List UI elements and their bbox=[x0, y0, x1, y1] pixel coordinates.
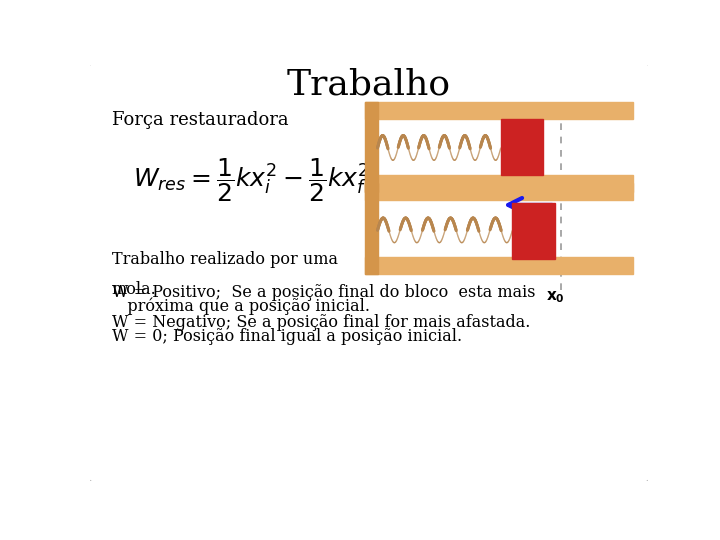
Text: Trabalho: Trabalho bbox=[287, 68, 451, 102]
Bar bbox=[365, 257, 632, 274]
Bar bbox=[500, 119, 544, 175]
Bar bbox=[365, 183, 377, 274]
Text: W = Negativo; Se a posição final for mais afastada.: W = Negativo; Se a posição final for mai… bbox=[112, 314, 530, 331]
Text: $W_{res} = \dfrac{1}{2}kx_i^2 - \dfrac{1}{2}kx_f^2$: $W_{res} = \dfrac{1}{2}kx_i^2 - \dfrac{1… bbox=[132, 157, 369, 204]
Bar bbox=[365, 102, 377, 192]
Text: W = 0; Posição final igual a posição inicial.: W = 0; Posição final igual a posição ini… bbox=[112, 328, 462, 345]
Text: próxima que a posição inicial.: próxima que a posição inicial. bbox=[112, 298, 369, 315]
Bar bbox=[513, 202, 555, 259]
Text: $\mathbf{x_0}$: $\mathbf{x_0}$ bbox=[546, 289, 564, 305]
Bar bbox=[365, 175, 632, 192]
Bar bbox=[365, 102, 632, 119]
Text: Força restauradora: Força restauradora bbox=[112, 111, 288, 129]
Text: Trabalho realizado por uma
mola.: Trabalho realizado por uma mola. bbox=[112, 251, 338, 298]
Text: W = Positivo;  Se a posição final do bloco  esta mais: W = Positivo; Se a posição final do bloc… bbox=[112, 284, 535, 301]
Bar bbox=[365, 183, 632, 200]
FancyBboxPatch shape bbox=[89, 63, 649, 482]
